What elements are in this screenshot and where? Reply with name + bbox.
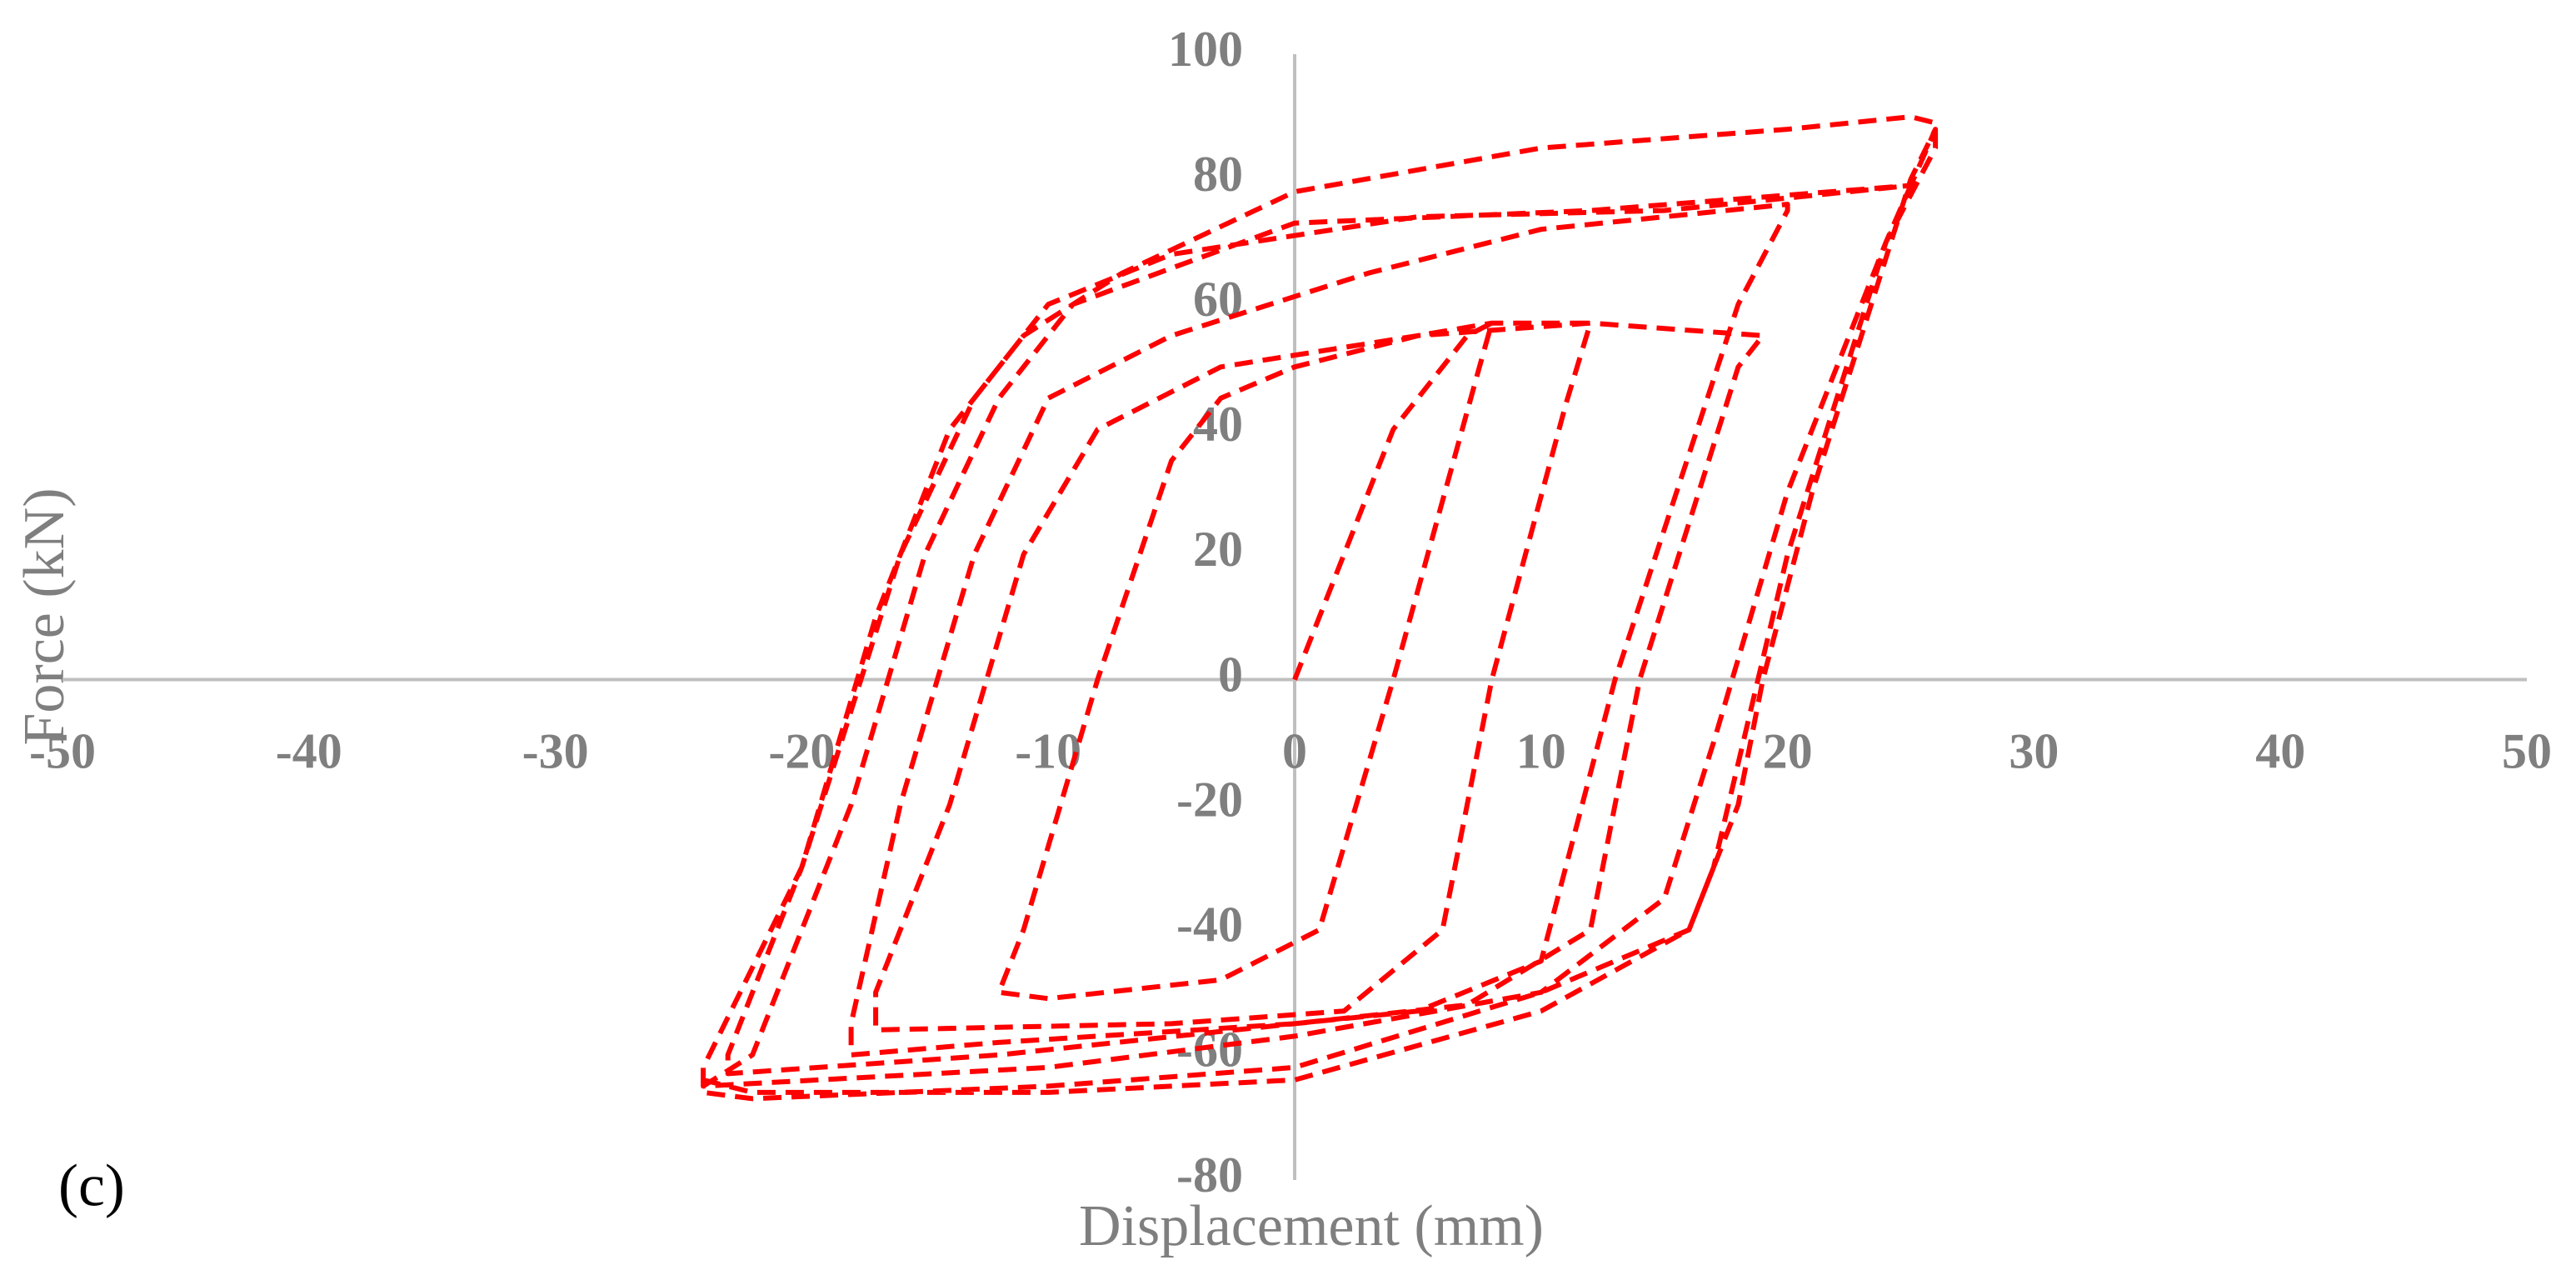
x-tick-label: -10 (1015, 723, 1081, 778)
y-tick-label: 20 (1193, 522, 1243, 577)
y-tick-label: 100 (1168, 22, 1243, 77)
y-axis-title: Force (kN) (12, 488, 77, 745)
panel-label: (c) (58, 1152, 125, 1219)
hysteresis-curve (701, 114, 1939, 1102)
x-tick-label: -40 (276, 723, 342, 778)
x-tick-label: -50 (29, 723, 96, 778)
x-tick-label: 0 (1282, 723, 1307, 778)
y-tick-label: 0 (1218, 647, 1243, 702)
x-tick-label: 50 (2502, 723, 2552, 778)
y-tick-label: 80 (1193, 147, 1243, 202)
x-tick-label: -30 (522, 723, 589, 778)
x-axis-title: Displacement (mm) (1079, 1194, 1544, 1258)
y-tick-label: -80 (1176, 1148, 1243, 1202)
y-tick-label: -40 (1176, 898, 1243, 952)
x-tick-label: -20 (768, 723, 835, 778)
x-tick-label: 40 (2255, 723, 2305, 778)
y-tick-label: -20 (1176, 772, 1243, 827)
x-tick-label: 10 (1516, 723, 1566, 778)
x-tick-label: 30 (2009, 723, 2059, 778)
x-tick-label: 20 (1763, 723, 1813, 778)
